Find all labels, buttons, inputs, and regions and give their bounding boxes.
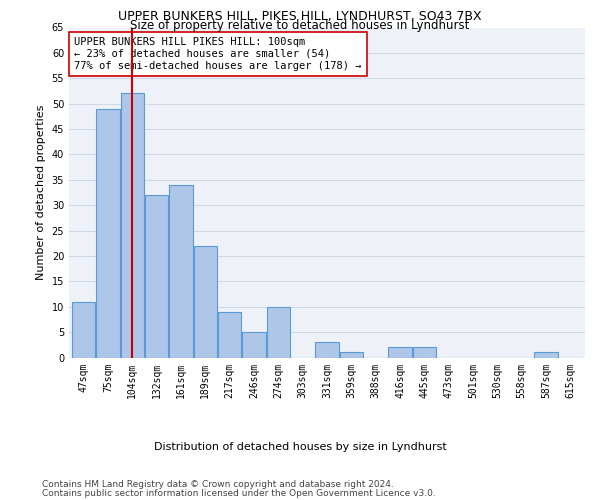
Text: UPPER BUNKERS HILL PIKES HILL: 100sqm
← 23% of detached houses are smaller (54)
: UPPER BUNKERS HILL PIKES HILL: 100sqm ← … <box>74 38 362 70</box>
Bar <box>316 342 338 357</box>
Bar <box>194 246 217 358</box>
Bar <box>97 108 119 358</box>
Text: Contains public sector information licensed under the Open Government Licence v3: Contains public sector information licen… <box>42 489 436 498</box>
Text: Contains HM Land Registry data © Crown copyright and database right 2024.: Contains HM Land Registry data © Crown c… <box>42 480 394 489</box>
Bar <box>121 94 144 358</box>
Y-axis label: Number of detached properties: Number of detached properties <box>36 105 46 280</box>
Bar <box>242 332 266 357</box>
Bar <box>388 348 412 358</box>
Bar <box>169 185 193 358</box>
Text: UPPER BUNKERS HILL, PIKES HILL, LYNDHURST, SO43 7BX: UPPER BUNKERS HILL, PIKES HILL, LYNDHURS… <box>118 10 482 23</box>
Bar <box>72 302 95 358</box>
Bar <box>267 306 290 358</box>
Text: Distribution of detached houses by size in Lyndhurst: Distribution of detached houses by size … <box>154 442 446 452</box>
Bar <box>218 312 241 358</box>
Text: Size of property relative to detached houses in Lyndhurst: Size of property relative to detached ho… <box>130 19 470 32</box>
Bar <box>340 352 363 358</box>
Bar <box>413 348 436 358</box>
Bar <box>535 352 557 358</box>
Bar <box>145 195 168 358</box>
